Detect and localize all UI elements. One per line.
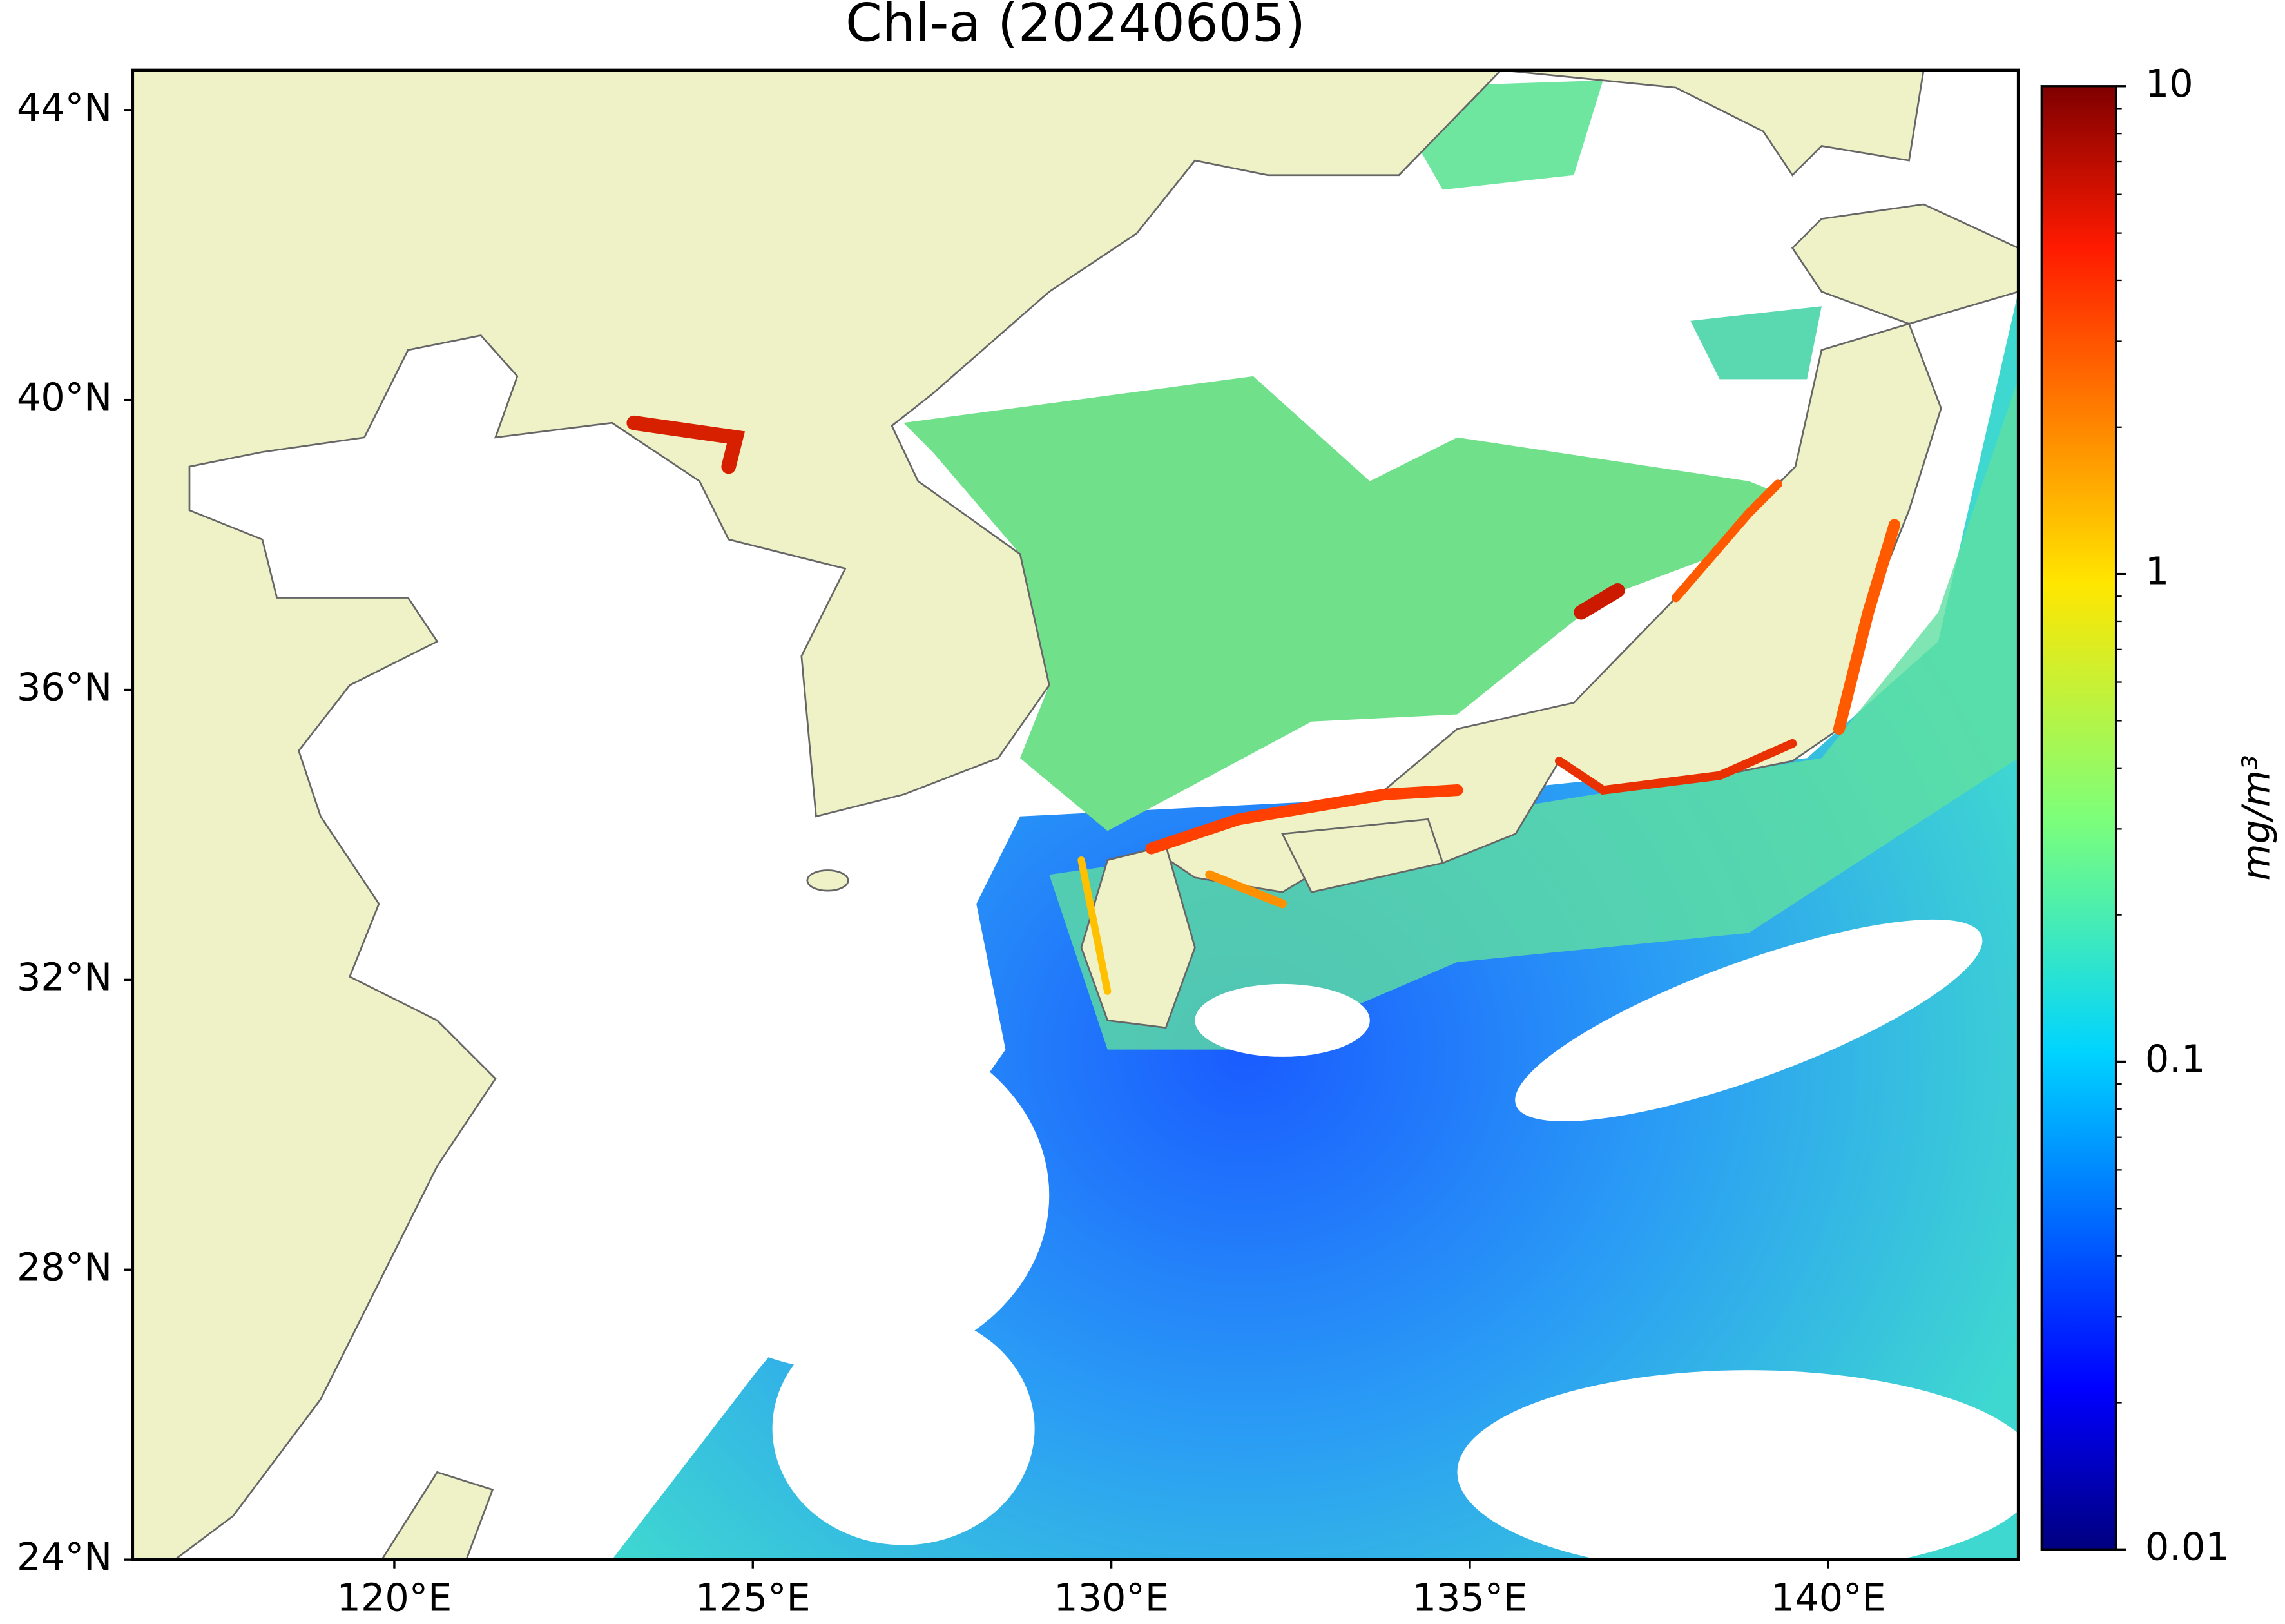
sea-data xyxy=(903,376,1786,831)
colorbar-tick-label: 0.1 xyxy=(2145,1037,2205,1081)
colorbar-tick-label: 0.01 xyxy=(2145,1524,2230,1569)
y-tick-label: 28°N xyxy=(17,1244,112,1289)
colorbar xyxy=(2040,85,2117,1551)
x-tick-label: 135°E xyxy=(1412,1576,1528,1620)
x-tick-label: 130°E xyxy=(1054,1576,1169,1620)
cloud xyxy=(772,1311,1035,1545)
map-frame xyxy=(131,68,2020,1561)
y-tick-label: 40°N xyxy=(17,375,112,420)
y-tick-label: 44°N xyxy=(17,85,112,130)
cloud xyxy=(1515,919,1983,1121)
land xyxy=(132,70,2019,1560)
y-tick-label: 36°N xyxy=(17,665,112,710)
x-tick-label: 140°E xyxy=(1771,1576,1886,1620)
colorbar-tick-label: 10 xyxy=(2145,61,2193,106)
chart-title: Chl-a (20240605) xyxy=(845,0,1306,54)
y-tick-label: 24°N xyxy=(17,1534,112,1579)
cloud xyxy=(641,1020,1050,1371)
sea-data xyxy=(1690,306,1822,380)
map xyxy=(132,70,2019,1560)
coastal-bloom xyxy=(626,415,1900,995)
x-tick-label: 125°E xyxy=(695,1576,811,1620)
colorbar-label: mg/m³ xyxy=(2233,755,2278,880)
cloud xyxy=(1195,983,1370,1057)
y-tick-label: 32°N xyxy=(17,954,112,999)
cloud xyxy=(1457,1370,2019,1560)
x-tick-label: 120°E xyxy=(337,1576,452,1620)
colorbar-tick-label: 1 xyxy=(2145,549,2169,594)
